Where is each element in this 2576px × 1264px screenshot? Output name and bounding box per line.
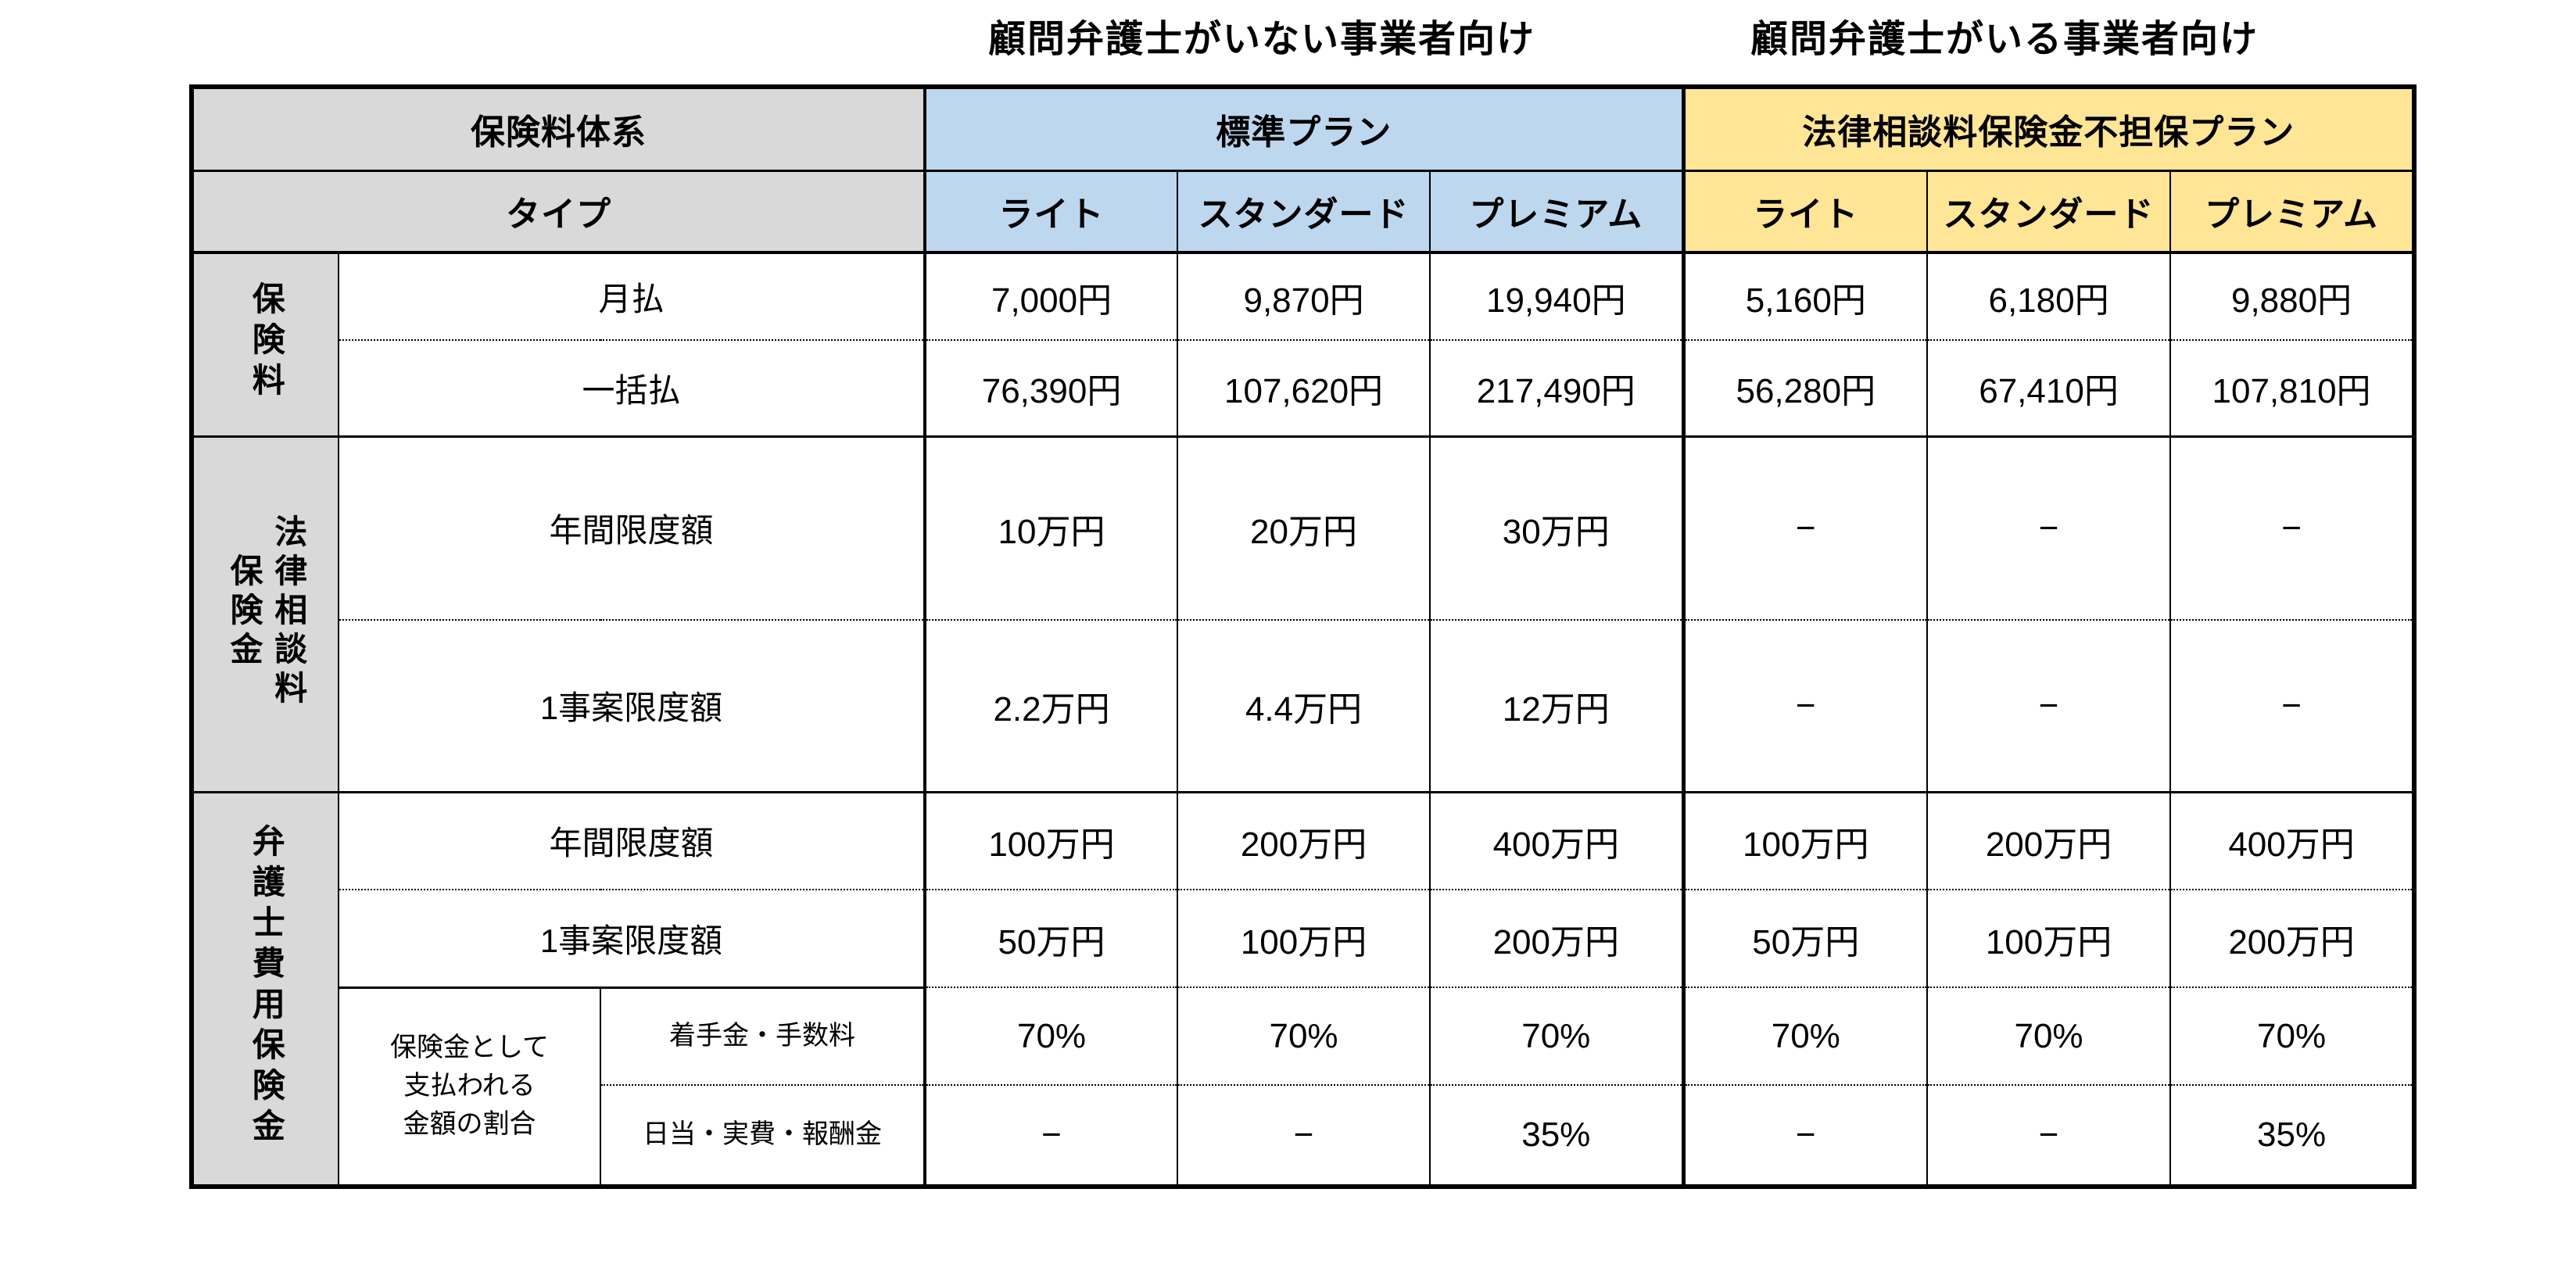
pricing-table: 保険料体系 標準プラン 法律相談料保険金不担保プラン タイプ ライト スタンダー… (189, 84, 2417, 1189)
caption-with-advisor: 顧問弁護士がいる事業者向け (1750, 19, 2259, 60)
value-cell: 12万円 (1429, 619, 1686, 792)
value-cell: 30万円 (1429, 435, 1686, 620)
row-label-annual-limit-consult: 年間限度額 (337, 435, 927, 620)
value-cell: 7,000円 (924, 251, 1179, 340)
section-label-lawyer-fee-benefit: 弁護士費用保険金 (191, 790, 339, 1187)
value-cell: 50万円 (924, 889, 1179, 987)
row-label-annual-limit-lawyer: 年間限度額 (337, 790, 927, 890)
row-label-monthly-payment: 月払 (337, 251, 927, 340)
header-tier-premium-standard: プレミアム (1429, 169, 1686, 252)
value-cell: − (1926, 435, 2172, 620)
row-label-retainer-handling-fee: 着手金・手数料 (599, 986, 927, 1085)
section-label-legal-consultation-benefit: 法律相談料 保険金 (191, 435, 339, 792)
section-label-line: 法律相談料 (270, 514, 307, 710)
row-label-per-case-limit-consult: 1事案限度額 (337, 619, 927, 792)
value-cell: 70% (1682, 986, 1929, 1085)
header-type: タイプ (190, 169, 927, 252)
ratio-label-line: 保険金として (390, 1032, 549, 1062)
value-cell: 56,280円 (1682, 339, 1929, 436)
value-cell: 70% (2169, 986, 2416, 1085)
header-tier-standard-standard: スタンダード (1177, 169, 1431, 252)
row-label-daily-expenses-success-fee: 日当・実費・報酬金 (599, 1084, 927, 1187)
header-tier-standard-noconsult: スタンダード (1926, 169, 2172, 252)
header-tier-light-standard: ライト (924, 169, 1179, 252)
caption-without-advisor: 顧問弁護士がいない事業者向け (987, 19, 1536, 60)
section-label-legal-consultation-text: 法律相談料 保険金 (221, 514, 310, 710)
header-tier-premium-noconsult: プレミアム (2169, 169, 2416, 252)
header-tier-light-noconsult: ライト (1682, 169, 1929, 252)
section-label-line: 保険金 (226, 553, 263, 671)
value-cell: − (1682, 1084, 1929, 1187)
value-cell: 200万円 (1926, 790, 2172, 890)
value-cell: 9,880円 (2169, 251, 2416, 340)
value-cell: 5,160円 (1682, 251, 1929, 340)
value-cell: 67,410円 (1926, 339, 2172, 436)
value-cell: − (2169, 435, 2416, 620)
value-cell: 76,390円 (924, 339, 1179, 436)
value-cell: − (1177, 1084, 1431, 1187)
value-cell: 100万円 (924, 790, 1179, 890)
value-cell: 6,180円 (1926, 251, 2172, 340)
value-cell: 20万円 (1177, 435, 1431, 620)
value-cell: − (1682, 619, 1929, 792)
row-label-per-case-limit-lawyer: 1事案限度額 (337, 889, 927, 987)
value-cell: 70% (1429, 986, 1686, 1085)
value-cell: 19,940円 (1429, 251, 1686, 340)
value-cell: 200万円 (1429, 889, 1686, 987)
value-cell: 70% (924, 986, 1179, 1085)
value-cell: − (924, 1084, 1179, 1187)
header-plan-no-consult: 法律相談料保険金不担保プラン (1682, 87, 2416, 170)
value-cell: − (1926, 619, 2172, 792)
value-cell: 70% (1177, 986, 1431, 1085)
value-cell: 2.2万円 (924, 619, 1179, 792)
value-cell: − (1926, 1084, 2172, 1187)
value-cell: 200万円 (1177, 790, 1431, 890)
ratio-label-line: 金額の割合 (403, 1109, 536, 1140)
row-label-lump-sum-payment: 一括払 (337, 339, 927, 436)
value-cell: 50万円 (1682, 889, 1929, 987)
value-cell: 4.4万円 (1177, 619, 1431, 792)
value-cell: 35% (1429, 1084, 1686, 1187)
value-cell: 217,490円 (1429, 339, 1686, 436)
value-cell: 10万円 (924, 435, 1179, 620)
value-cell: 70% (1926, 986, 2172, 1085)
ratio-label-line: 支払われる (403, 1071, 536, 1101)
section-label-premium-fee: 保険料 (191, 251, 339, 436)
value-cell: − (2169, 619, 2416, 792)
value-cell: 107,810円 (2169, 339, 2416, 436)
value-cell: 100万円 (1926, 889, 2172, 987)
value-cell: − (1682, 435, 1929, 620)
header-plan-standard: 標準プラン (924, 87, 1686, 170)
value-cell: 100万円 (1177, 889, 1431, 987)
header-fee-system: 保険料体系 (190, 87, 927, 170)
ratio-description-label: 保険金として 支払われる 金額の割合 (338, 986, 601, 1187)
value-cell: 200万円 (2169, 889, 2416, 987)
value-cell: 100万円 (1682, 790, 1929, 890)
value-cell: 107,620円 (1177, 339, 1431, 436)
value-cell: 9,870円 (1177, 251, 1431, 340)
section-label-lawyer-fee-text: 弁護士費用保険金 (248, 824, 285, 1150)
section-label-premium-fee-text: 保険料 (248, 281, 285, 404)
value-cell: 400万円 (2169, 790, 2416, 890)
value-cell: 400万円 (1429, 790, 1686, 890)
value-cell: 35% (2169, 1084, 2416, 1187)
